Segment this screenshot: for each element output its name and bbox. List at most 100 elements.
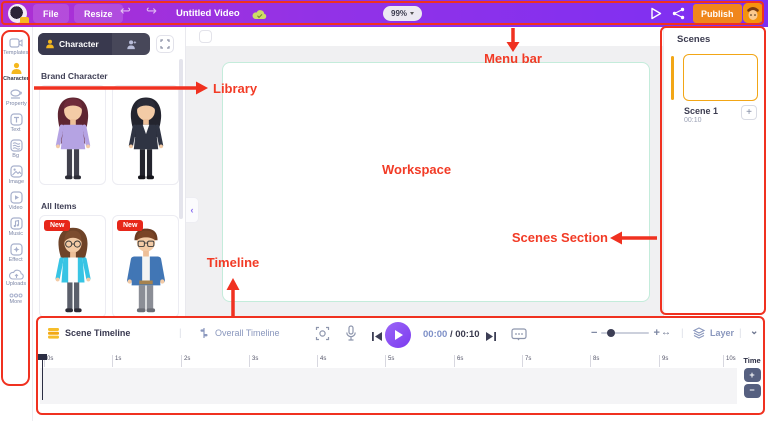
ruler-tick: 4s: [317, 355, 326, 367]
zoom-slider[interactable]: [601, 329, 650, 337]
preview-play-icon[interactable]: [650, 7, 662, 25]
section-title-all-items: All Items: [41, 201, 77, 211]
sidebar-item-property[interactable]: Property: [0, 85, 32, 110]
video-canvas[interactable]: [222, 62, 650, 302]
tab-character[interactable]: Character: [38, 33, 112, 55]
overall-timeline-icon: [200, 328, 208, 338]
scene-timeline-label: Scene Timeline: [65, 328, 131, 338]
effect-icon: [9, 243, 23, 256]
sidebar-label: Bg: [12, 153, 20, 159]
tab-character-label: Character: [59, 39, 99, 49]
sidebar-item-more[interactable]: More: [0, 290, 32, 308]
file-menu-button[interactable]: File: [33, 4, 69, 23]
music-icon: [9, 217, 23, 230]
chevron-down-icon[interactable]: ⌄: [750, 326, 759, 337]
fullscreen-icon: [160, 39, 170, 49]
sidebar-label: Music: [8, 231, 24, 237]
timeline-zoom-control: − +: [591, 327, 660, 339]
publish-button[interactable]: Publish: [693, 4, 742, 23]
sidebar-item-music[interactable]: Music: [0, 214, 32, 240]
layer-button[interactable]: Layer: [692, 327, 734, 339]
character-card-new-2[interactable]: New: [112, 215, 179, 318]
collapse-panel-handle[interactable]: ‹: [186, 197, 199, 223]
timeline-track[interactable]: [40, 368, 737, 404]
subtitles-icon[interactable]: [511, 328, 527, 346]
microphone-icon[interactable]: [345, 325, 357, 347]
timeline-ruler[interactable]: 0s 1s 2s 3s 4s 5s 6s 7s 8s 9s 10s: [33, 354, 768, 368]
ruler-tick: 5s: [385, 355, 394, 367]
share-icon[interactable]: [672, 7, 685, 25]
workspace-area: [186, 27, 663, 318]
time-separator: /: [447, 329, 456, 340]
app-logo-icon[interactable]: [8, 4, 29, 25]
redo-icon[interactable]: ↪: [146, 3, 157, 18]
ruler-tick: 6s: [454, 355, 463, 367]
current-time: 00:00: [423, 329, 448, 340]
library-scrollbar[interactable]: [179, 59, 183, 219]
person-plus-icon: [126, 39, 136, 49]
fit-width-icon[interactable]: ↔: [661, 327, 671, 338]
time-increase-button[interactable]: +: [743, 368, 761, 382]
menu-bar: File Resize ↩ ↪ Untitled Video 99% Publi…: [0, 0, 768, 27]
background-icon: [9, 139, 23, 152]
workspace-toolbar-button[interactable]: [199, 30, 212, 43]
text-icon: [9, 113, 23, 126]
sidebar-item-character[interactable]: Character: [0, 59, 32, 85]
time-decrease-button[interactable]: −: [743, 383, 761, 398]
playhead-marker: [38, 354, 47, 360]
overall-timeline-tab[interactable]: Overall Timeline: [198, 327, 280, 339]
scene-name[interactable]: Scene 1: [684, 106, 719, 116]
divider: |: [739, 328, 742, 339]
play-button[interactable]: [385, 322, 411, 348]
ruler-tick: 8s: [590, 355, 599, 367]
sidebar-label: Text: [10, 127, 22, 133]
render-progress-badge[interactable]: 99%: [383, 6, 423, 21]
ruler-tick: 3s: [249, 355, 258, 367]
library-tabs: Character: [38, 33, 150, 55]
ruler-tick: 7s: [522, 355, 531, 367]
timeline-toolbar: Scene Timeline | Overall Timeline 00:00 …: [33, 318, 768, 350]
character-card-new-1[interactable]: New: [39, 215, 106, 318]
sidebar-item-video[interactable]: Video: [0, 188, 32, 214]
sidebar-item-templates[interactable]: Templates: [0, 34, 32, 59]
project-title[interactable]: Untitled Video: [176, 8, 240, 19]
scene-timeline-tab[interactable]: Scene Timeline: [47, 327, 130, 339]
expand-panel-button[interactable]: [156, 35, 174, 53]
previous-frame-icon[interactable]: [371, 329, 383, 347]
character-card-brand-1[interactable]: [39, 85, 106, 185]
ruler-tick: 0s: [44, 355, 53, 367]
new-badge: New: [44, 220, 71, 231]
scene-duration: 00:10: [684, 117, 702, 124]
zoom-in-icon[interactable]: +: [653, 327, 660, 339]
asset-sidebar: Templates Character Property Text Bg Ima…: [0, 27, 33, 421]
character-card-brand-2[interactable]: [112, 85, 179, 185]
add-scene-button[interactable]: +: [741, 105, 757, 120]
undo-icon[interactable]: ↩: [120, 3, 131, 18]
character-illustration: [54, 227, 91, 313]
timeline-section: Scene Timeline | Overall Timeline 00:00 …: [33, 318, 768, 421]
sidebar-item-bg[interactable]: Bg: [0, 136, 32, 162]
user-avatar[interactable]: [743, 3, 763, 23]
sidebar-item-effect[interactable]: Effect: [0, 240, 32, 266]
character-illustration: [55, 97, 90, 180]
sidebar-item-image[interactable]: Image: [0, 162, 32, 188]
tab-my-characters[interactable]: [112, 33, 150, 55]
resize-menu-button[interactable]: Resize: [74, 4, 123, 23]
sidebar-label: Image: [8, 179, 24, 185]
sidebar-item-text[interactable]: Text: [0, 110, 32, 136]
ruler-tick: 1s: [112, 355, 121, 367]
sidebar-label: Video: [8, 205, 24, 211]
ruler-tick: 10s: [723, 355, 736, 367]
divider: |: [179, 328, 182, 339]
zoom-out-icon[interactable]: −: [591, 327, 598, 339]
uploads-icon: [8, 269, 24, 280]
playhead[interactable]: [38, 354, 47, 404]
next-frame-icon[interactable]: [485, 329, 497, 347]
library-panel: Character Brand Character: [33, 27, 186, 318]
sidebar-item-uploads[interactable]: Uploads: [0, 266, 32, 290]
zoom-slider-knob[interactable]: [607, 329, 616, 337]
auto-focus-icon[interactable]: [315, 326, 330, 346]
time-zoom-controls: Time + −: [740, 356, 764, 399]
time-display: 00:00 / 00:10: [423, 329, 480, 340]
scene-thumbnail[interactable]: [683, 54, 758, 101]
